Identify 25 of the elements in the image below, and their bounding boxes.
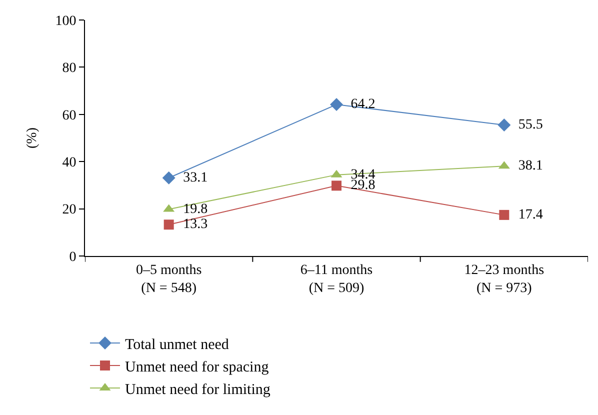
data-label: 33.1 [176, 170, 208, 186]
data-label: 38.1 [511, 158, 543, 174]
y-tick-label: 100 [55, 14, 76, 29]
x-tick-label: 6–11 months (N = 509) [300, 262, 373, 296]
data-label: 55.5 [511, 118, 543, 133]
legend-label: Unmet need for spacing [125, 359, 270, 376]
point [332, 180, 342, 191]
x-tick-label: 0–5 months (N = 548) [136, 262, 202, 296]
data-label: 17.4 [511, 207, 543, 222]
y-tick-label: 40 [62, 156, 76, 170]
data-label: 13.3 [176, 217, 208, 232]
point [498, 118, 511, 132]
point [499, 210, 510, 220]
y-tick-label: 80 [62, 61, 76, 76]
y-tick-label: 0 [69, 250, 76, 265]
legend-label: Unmet need for limiting [125, 382, 271, 398]
y-tick-label: 60 [62, 108, 76, 124]
point [330, 98, 343, 111]
y-axis-title: (%) [24, 127, 40, 148]
legend-label: Total unmet need [125, 336, 230, 353]
data-label: 19.8 [176, 202, 208, 217]
point [164, 220, 174, 230]
x-tick-label: 12–23 months (N = 973) [464, 262, 544, 296]
y-tick-label: 20 [62, 202, 76, 218]
point [162, 171, 176, 184]
